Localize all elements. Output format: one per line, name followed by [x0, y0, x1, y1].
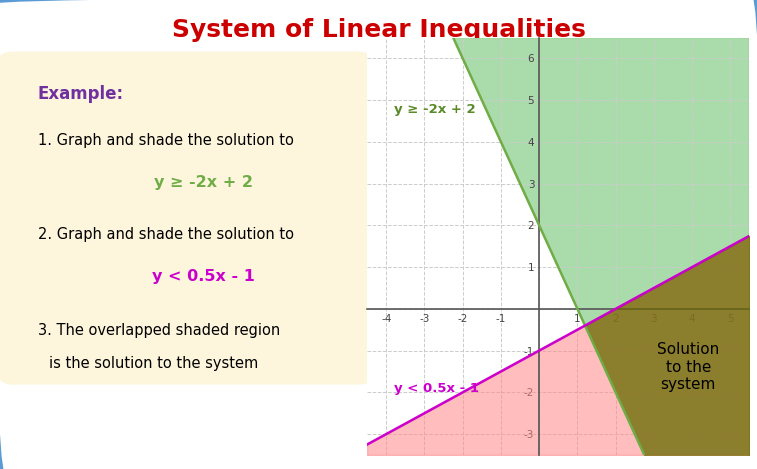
Text: is the solution to the system: is the solution to the system — [49, 356, 258, 371]
Text: 1. Graph and shade the solution to: 1. Graph and shade the solution to — [38, 133, 294, 148]
Text: y ≥ -2x + 2: y ≥ -2x + 2 — [394, 103, 475, 116]
Text: System of Linear Inequalities: System of Linear Inequalities — [172, 18, 585, 43]
Text: 3. The overlapped shaded region: 3. The overlapped shaded region — [38, 323, 280, 338]
FancyBboxPatch shape — [0, 52, 373, 385]
Text: y < 0.5x - 1: y < 0.5x - 1 — [151, 269, 254, 284]
Text: y ≥ -2x + 2: y ≥ -2x + 2 — [154, 175, 253, 190]
Text: 2. Graph and shade the solution to: 2. Graph and shade the solution to — [38, 227, 294, 242]
Text: y < 0.5x - 1: y < 0.5x - 1 — [394, 382, 479, 395]
Text: Solution
to the
system: Solution to the system — [657, 342, 719, 392]
Text: Example:: Example: — [38, 85, 124, 103]
